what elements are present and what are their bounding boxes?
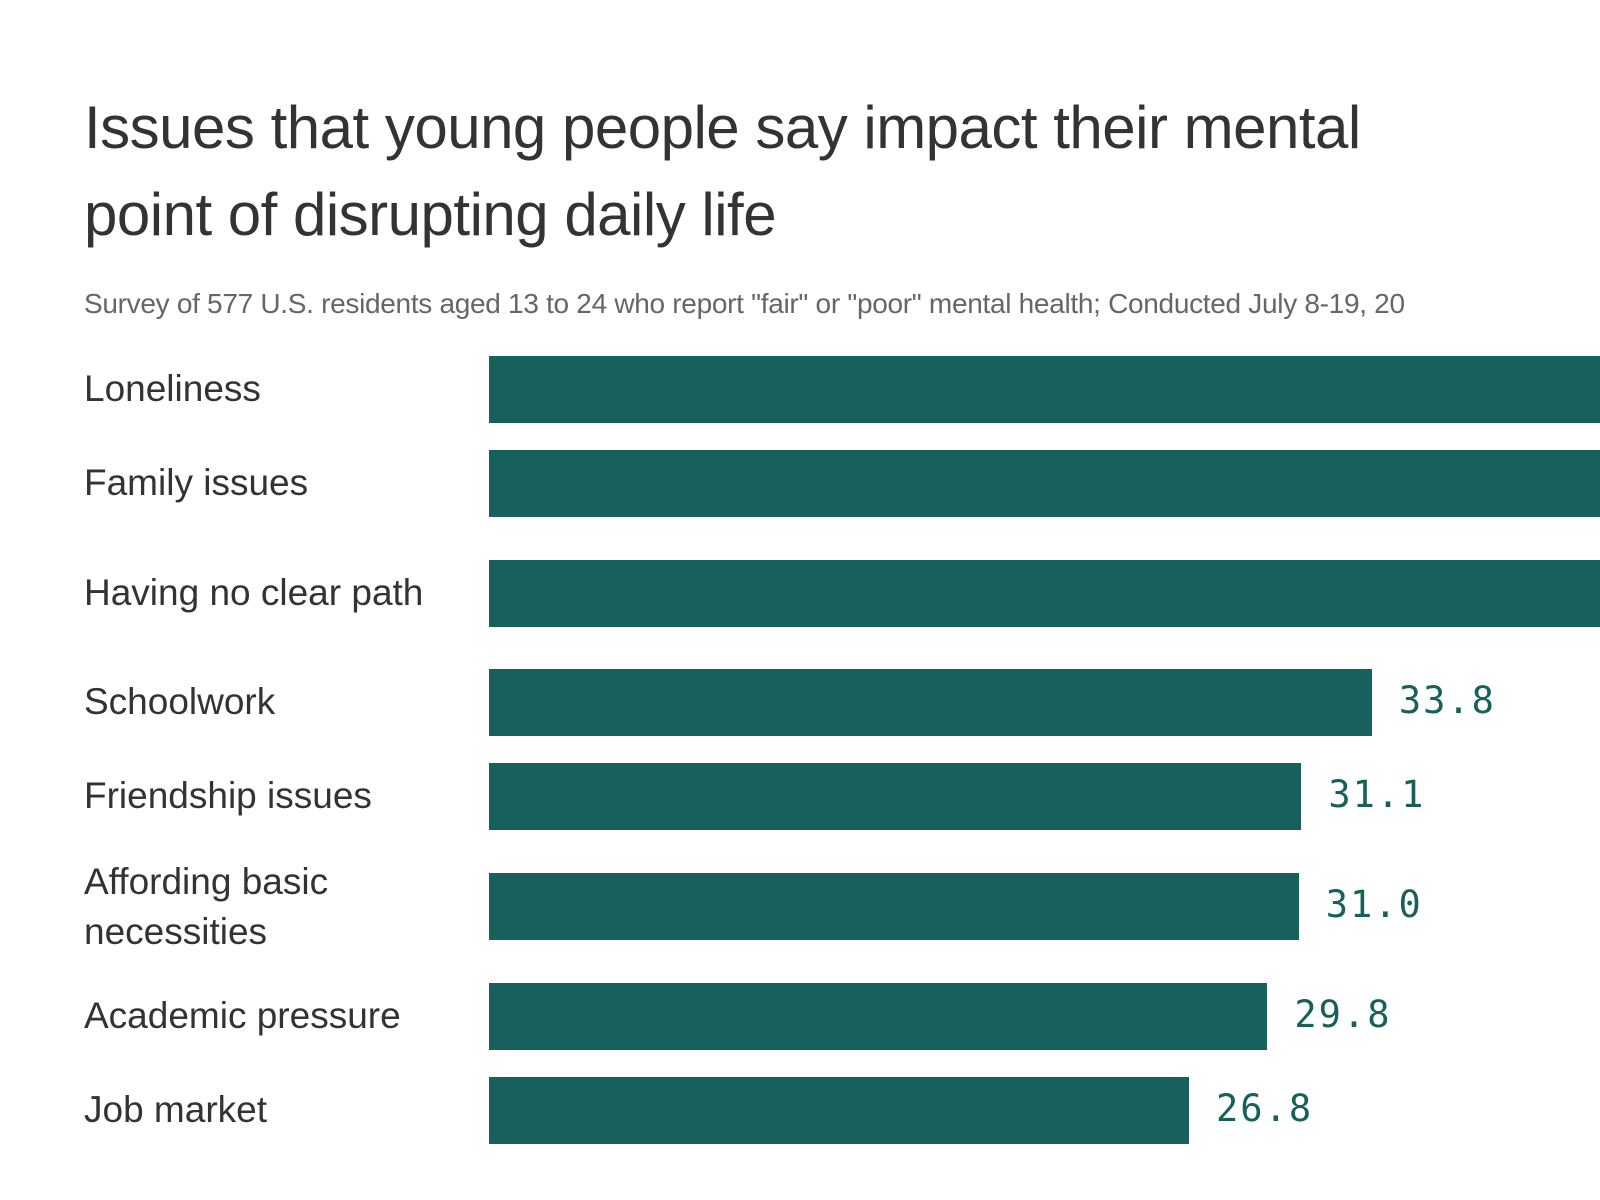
bar [489,560,1600,627]
category-label: Schoolwork [84,681,276,722]
bar [489,763,1302,830]
value-label: 26.8 [1216,1087,1314,1130]
bar [489,356,1600,423]
category-label: Family issues [84,462,309,503]
category-label: Affording basic necessities [84,861,329,952]
bar [489,983,1268,1050]
bar [489,873,1299,940]
category-label: Friendship issues [84,775,372,816]
value-label: 31.0 [1325,883,1423,926]
bar [489,450,1600,517]
bar [489,1077,1190,1144]
value-label: 31.1 [1328,773,1426,816]
chart-title: Issues that young people say impact thei… [84,84,1600,258]
value-label: 33.8 [1398,679,1496,722]
bar [489,669,1372,736]
category-label: Job market [84,1089,268,1130]
category-label: Loneliness [84,368,261,409]
chart-title-line-2: point of disrupting daily life [84,181,777,248]
chart-subtitle: Survey of 577 U.S. residents aged 13 to … [84,288,1405,319]
value-label: 29.8 [1294,993,1392,1036]
category-label: Academic pressure [84,995,401,1036]
chart-title-line-1: Issues that young people say impact thei… [84,94,1361,161]
category-label: Having no clear path [84,572,424,613]
